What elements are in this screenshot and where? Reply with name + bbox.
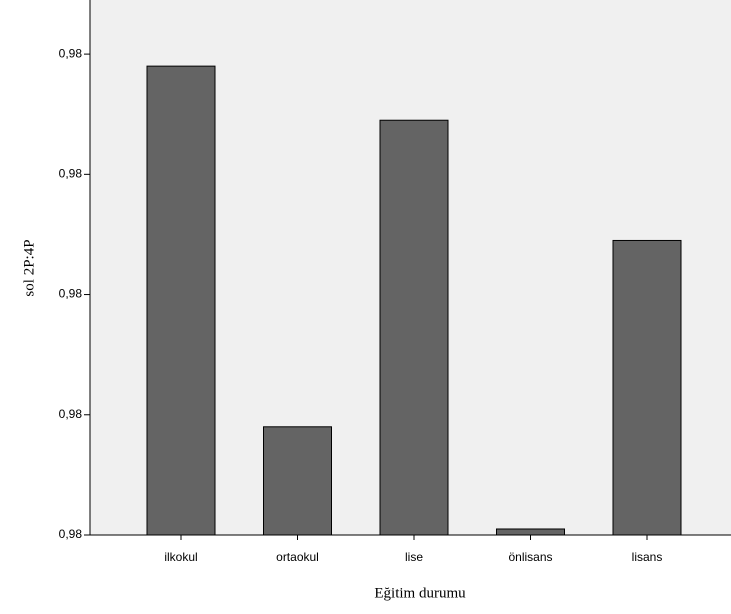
y-tick-label: 0,98 xyxy=(59,46,83,60)
bar xyxy=(496,528,565,536)
y-tick-label: 0,98 xyxy=(59,407,83,421)
x-axis-title: Eğitim durumu xyxy=(374,585,466,601)
x-tick-label: ortaokul xyxy=(276,550,319,564)
y-tick-label: 0,98 xyxy=(59,527,83,541)
y-axis-title: sol 2P:4P xyxy=(21,239,37,296)
bar xyxy=(379,119,449,536)
bar xyxy=(612,239,682,536)
x-tick-label: lise xyxy=(405,550,423,564)
x-tick-label: ilkokul xyxy=(164,550,197,564)
y-tick-label: 0,98 xyxy=(59,166,83,180)
bar xyxy=(263,426,332,536)
x-tick-label: önlisans xyxy=(508,550,552,564)
bar xyxy=(146,65,216,536)
x-tick-label: lisans xyxy=(632,550,663,564)
y-tick-label: 0,98 xyxy=(59,287,83,301)
